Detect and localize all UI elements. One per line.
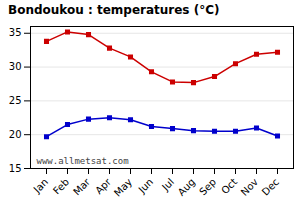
svg-text:Sep: Sep: [197, 176, 218, 197]
svg-text:Mar: Mar: [71, 176, 93, 198]
html-text:Bondoukou : temperatures (°C): Bondoukou : temperatures (°C): [8, 3, 220, 17]
svg-text:Oct: Oct: [219, 176, 239, 196]
svg-text:25: 25: [9, 95, 22, 106]
svg-text:15: 15: [9, 163, 22, 174]
svg-text:Feb: Feb: [51, 176, 71, 196]
svg-text:Jan: Jan: [31, 176, 50, 195]
svg-text:35: 35: [9, 27, 22, 38]
svg-text:30: 30: [9, 61, 22, 72]
svg-text:May: May: [112, 176, 134, 198]
svg-text:www.allmetsat.com: www.allmetsat.com: [37, 156, 129, 166]
svg-text:Aug: Aug: [176, 176, 198, 198]
svg-text:Jun: Jun: [136, 176, 156, 196]
svg-text:Jul: Jul: [159, 176, 176, 193]
svg-text:Apr: Apr: [93, 176, 114, 197]
svg-text:Dec: Dec: [260, 176, 281, 197]
svg-text:20: 20: [9, 129, 22, 140]
svg-text:Nov: Nov: [239, 176, 261, 198]
